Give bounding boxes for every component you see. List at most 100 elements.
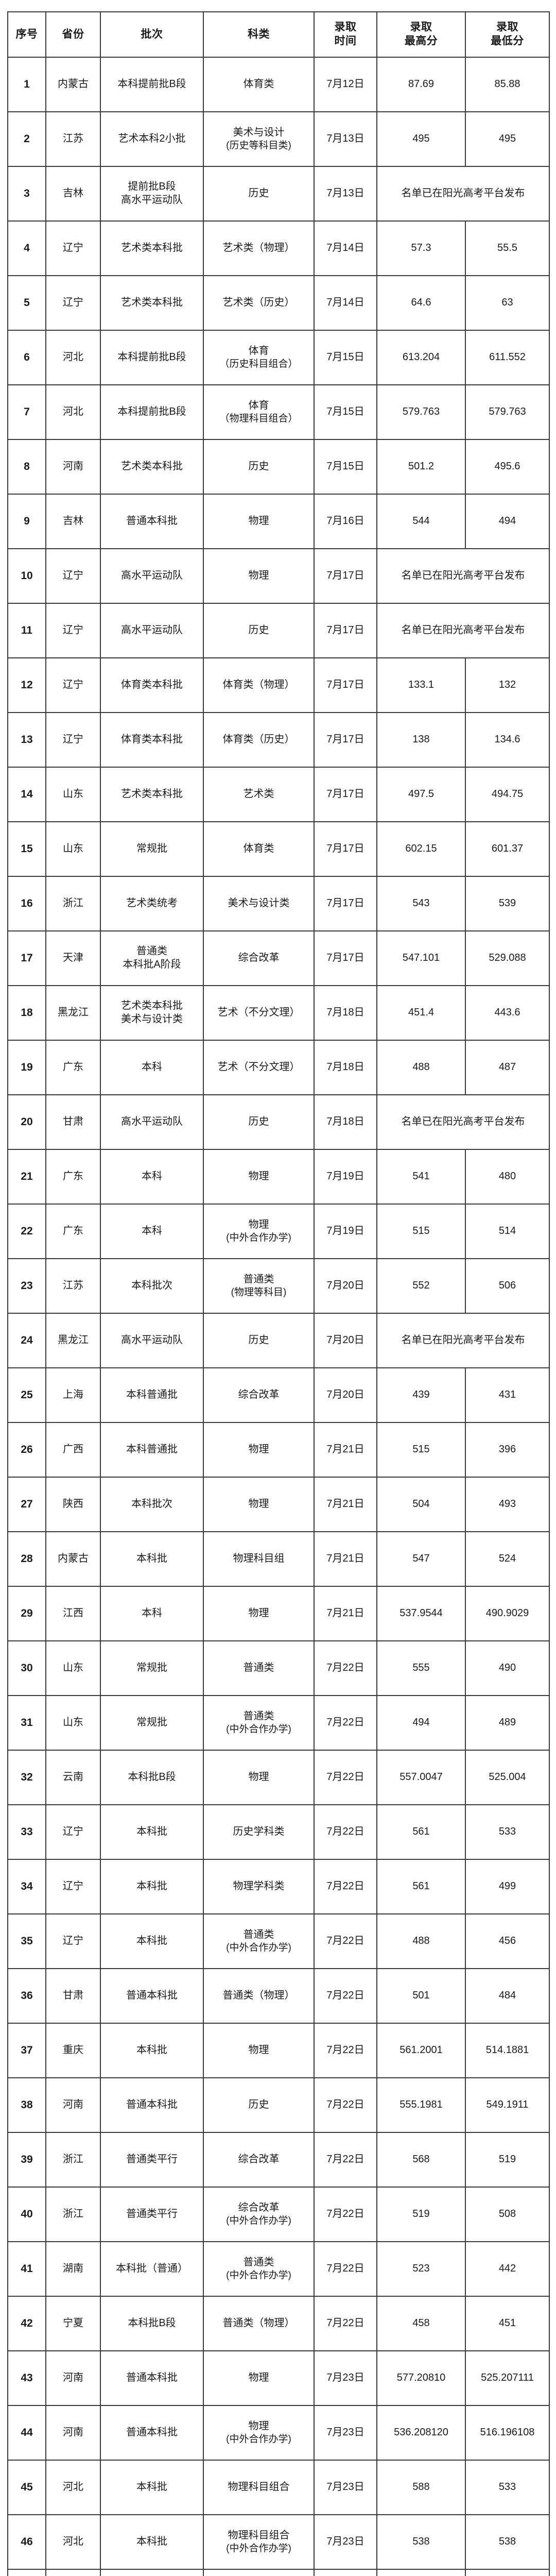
cell-subject: 综合改革 (中外合作办学) <box>203 2187 315 2242</box>
column-header-line: 序号 <box>15 28 38 40</box>
cell-score-highest: 497.5 <box>376 767 466 822</box>
cell-score-highest: 536.208120 <box>376 2405 466 2461</box>
cell-subject: 普通类 <box>203 1640 315 1696</box>
cell-batch-line: 本科批 <box>136 1880 167 1892</box>
cell-province: 河北 <box>45 2514 101 2570</box>
cell-index: 2 <box>7 111 46 167</box>
cell-batch: 本科提前批B段 <box>100 57 204 112</box>
column-header-prov: 省份 <box>45 11 101 58</box>
cell-batch: 本科批 <box>100 1531 204 1587</box>
cell-batch-line: 艺术类本科批 <box>121 242 183 254</box>
cell-province: 吉林 <box>45 166 101 222</box>
cell-score-lowest: 525.004 <box>465 1750 550 1805</box>
cell-batch: 高水平运动队 <box>100 1313 204 1368</box>
cell-index: 34 <box>7 1859 46 1914</box>
cell-batch: 高水平运动队 <box>100 548 204 604</box>
cell-date: 7月17日 <box>314 821 377 877</box>
cell-batch-line: 本科 <box>142 1061 162 1073</box>
table-row: 27 陕西 本科批次 物理 7月21日 504 493 <box>7 1477 550 1532</box>
cell-date: 7月22日 <box>314 1913 377 1969</box>
cell-batch-line: 本科批 <box>136 1826 167 1838</box>
cell-batch-line: 本科批A阶段 <box>123 959 181 970</box>
cell-subject: 体育类 <box>203 57 315 112</box>
cell-date: 7月22日 <box>314 2241 377 2297</box>
table-row: 28 内蒙古 本科批 物理科目组 7月21日 547 524 <box>7 1531 550 1587</box>
cell-batch-line: 高水平运动队 <box>121 624 183 636</box>
cell-score-highest: 555.1981 <box>376 2077 466 2133</box>
cell-index: 45 <box>7 2460 46 2515</box>
cell-index: 47 <box>7 2569 46 2576</box>
cell-subject-line: 综合改革 <box>238 2154 280 2165</box>
cell-province: 云南 <box>45 1750 101 1805</box>
cell-province: 广西 <box>45 1422 101 1478</box>
cell-date: 7月18日 <box>314 1094 377 1150</box>
cell-batch: 本科批 <box>100 2460 204 2515</box>
cell-province: 河南 <box>45 2077 101 2133</box>
cell-province: 浙江 <box>45 2132 101 2188</box>
cell-batch-line: 普通本科批 <box>126 515 178 527</box>
cell-score-highest: 543 <box>376 876 466 931</box>
table-row: 45 河北 本科批 物理科目组合 7月23日 588 533 <box>7 2460 550 2515</box>
cell-notice: 名单已在阳光高考平台发布 <box>376 1313 550 1368</box>
cell-province: 内蒙古 <box>45 57 101 112</box>
table-row: 22 广东 本科 物理 (中外合作办学) 7月19日 515 514 <box>7 1204 550 1259</box>
table-row: 18 黑龙江 艺术类本科批 美术与设计类 艺术（不分文理） 7月18日 451.4 443.6 <box>7 985 550 1041</box>
cell-index: 6 <box>7 330 46 385</box>
cell-batch: 本科批（普通） <box>100 2241 204 2297</box>
cell-date: 7月20日 <box>314 1258 377 1314</box>
cell-batch: 本科批 <box>100 2514 204 2570</box>
cell-score-lowest: 553 <box>465 2569 550 2576</box>
cell-subject-line: 历史学科类 <box>233 1826 285 1838</box>
cell-index: 14 <box>7 767 46 822</box>
cell-subject: 物理科目组合 <box>203 2460 315 2515</box>
cell-batch-line: 高水平运动队 <box>121 1334 183 1346</box>
cell-date: 7月19日 <box>314 1204 377 1259</box>
table-row: 33 辽宁 本科批 历史学科类 7月22日 561 533 <box>7 1804 550 1860</box>
cell-batch-line: 本科批 <box>136 1935 167 1947</box>
cell-batch-line: 提前批B段 <box>128 181 176 193</box>
cell-score-highest: 133.1 <box>376 657 466 713</box>
cell-index: 31 <box>7 1695 46 1751</box>
cell-province: 山东 <box>45 1695 101 1751</box>
cell-subject: 体育类（物理） <box>203 657 315 713</box>
cell-date: 7月23日 <box>314 2460 377 2515</box>
cell-index: 24 <box>7 1313 46 1368</box>
column-header-date: 录取 时间 <box>314 11 377 58</box>
cell-batch: 本科批B段 <box>100 1750 204 1805</box>
cell-score-highest: 557.0047 <box>376 1750 466 1805</box>
table-header: 序号 省份 批次 科类 录取 时间 录取 最高分 录取 最低分 <box>7 11 550 58</box>
cell-province: 河北 <box>45 330 101 385</box>
cell-subject-line: 普通类 <box>243 1662 274 1674</box>
cell-province: 辽宁 <box>45 221 101 276</box>
cell-subject-line: 历史 <box>248 1334 269 1346</box>
cell-score-lowest: 601.37 <box>465 821 550 877</box>
cell-batch-line: 普通类平行 <box>126 2154 178 2165</box>
table-row: 29 江西 本科 物理 7月21日 537.9544 490.9029 <box>7 1586 550 1641</box>
cell-score-lowest: 55.5 <box>465 221 550 276</box>
cell-index: 10 <box>7 548 46 604</box>
cell-index: 15 <box>7 821 46 877</box>
cell-batch: 本科 <box>100 1040 204 1095</box>
cell-index: 32 <box>7 1750 46 1805</box>
cell-score-lowest: 487 <box>465 1040 550 1095</box>
cell-province: 辽宁 <box>45 712 101 768</box>
cell-date: 7月23日 <box>314 2350 377 2406</box>
cell-score-lowest: 63 <box>465 275 550 331</box>
cell-date: 7月17日 <box>314 657 377 713</box>
cell-province: 湖南 <box>45 2241 101 2297</box>
cell-batch: 普通本科批 <box>100 2350 204 2406</box>
table-row: 2 江苏 艺术本科2小批 美术与设计 (历史等科目类) 7月13日 495 495 <box>7 111 550 167</box>
column-header-idx: 序号 <box>7 11 46 58</box>
cell-subject-line: 历史 <box>248 461 269 472</box>
cell-index: 19 <box>7 1040 46 1095</box>
table-row: 19 广东 本科 艺术（不分文理） 7月18日 488 487 <box>7 1040 550 1095</box>
cell-subject: 体育类（历史） <box>203 712 315 768</box>
cell-subject-line: 艺术类（物理） <box>222 242 295 254</box>
cell-index: 23 <box>7 1258 46 1314</box>
cell-subject-line: 普通类 <box>243 1710 274 1722</box>
cell-subject-line: 美术与设计类 <box>228 897 290 909</box>
cell-score-highest: 579.763 <box>376 384 466 440</box>
admissions-table: 序号 省份 批次 科类 录取 时间 录取 最高分 录取 最低分 1 内蒙古 本科提前批B段 体育类 7月1… <box>7 11 550 2576</box>
cell-index: 38 <box>7 2077 46 2133</box>
cell-date: 7月22日 <box>314 1695 377 1751</box>
